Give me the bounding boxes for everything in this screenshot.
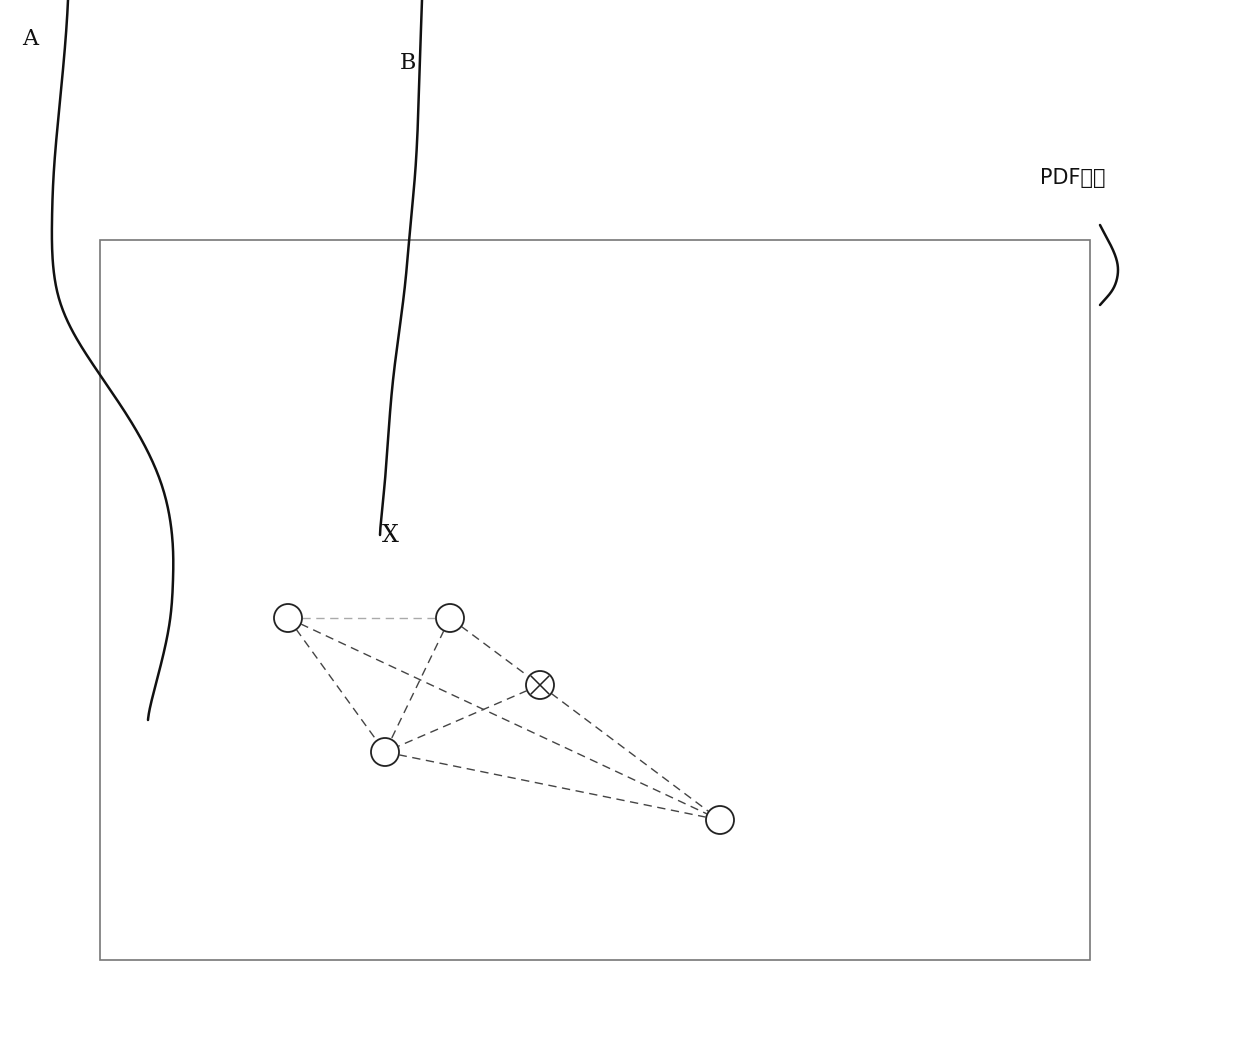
Bar [100, 240, 1090, 960]
Circle shape [274, 604, 303, 632]
Text: X: X [382, 524, 398, 547]
Text: PDF图纸: PDF图纸 [1040, 168, 1106, 188]
Text: B: B [401, 52, 417, 74]
Circle shape [371, 738, 399, 766]
Circle shape [526, 671, 554, 699]
Circle shape [706, 806, 734, 834]
Text: A: A [22, 28, 38, 50]
Circle shape [436, 604, 464, 632]
